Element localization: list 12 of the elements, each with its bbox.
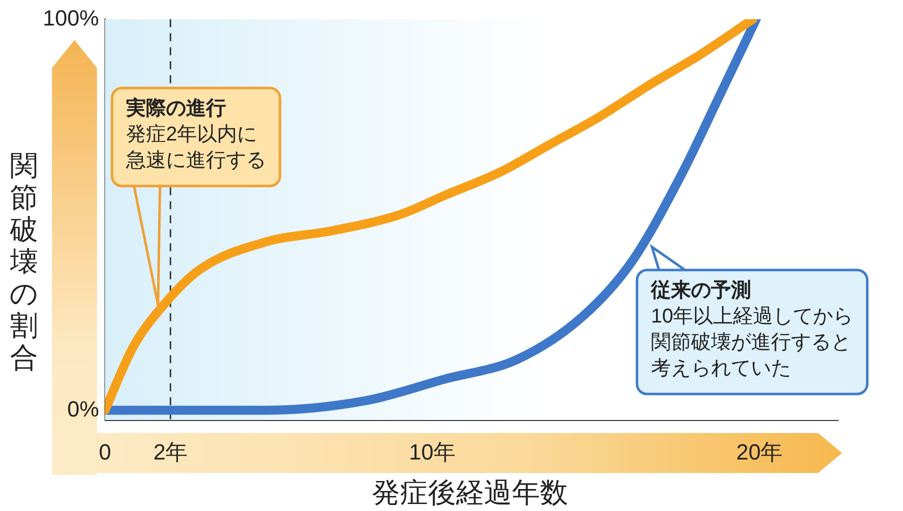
annotation: 発症2年以内に急速に進行する [125, 124, 266, 172]
y-tick-label: 0% [67, 396, 99, 422]
x-tick-label: 2年 [153, 439, 188, 464]
x-tick-label: 0 [98, 439, 112, 464]
annotation: 実際の進行 [125, 96, 226, 120]
x-axis-title: 発症後経過年数 [371, 476, 569, 510]
annotation: 従来の予測 [650, 280, 751, 302]
x-tick-label: 20年 [736, 439, 783, 464]
y-axis-title: 関節破壊の割合 [8, 150, 40, 374]
x-tick-label: 10年 [408, 439, 456, 464]
annotation: 10年以上経過してから関節破壊が進行すると考えられていた [651, 306, 854, 380]
y-tick-label: 100% [42, 5, 99, 30]
